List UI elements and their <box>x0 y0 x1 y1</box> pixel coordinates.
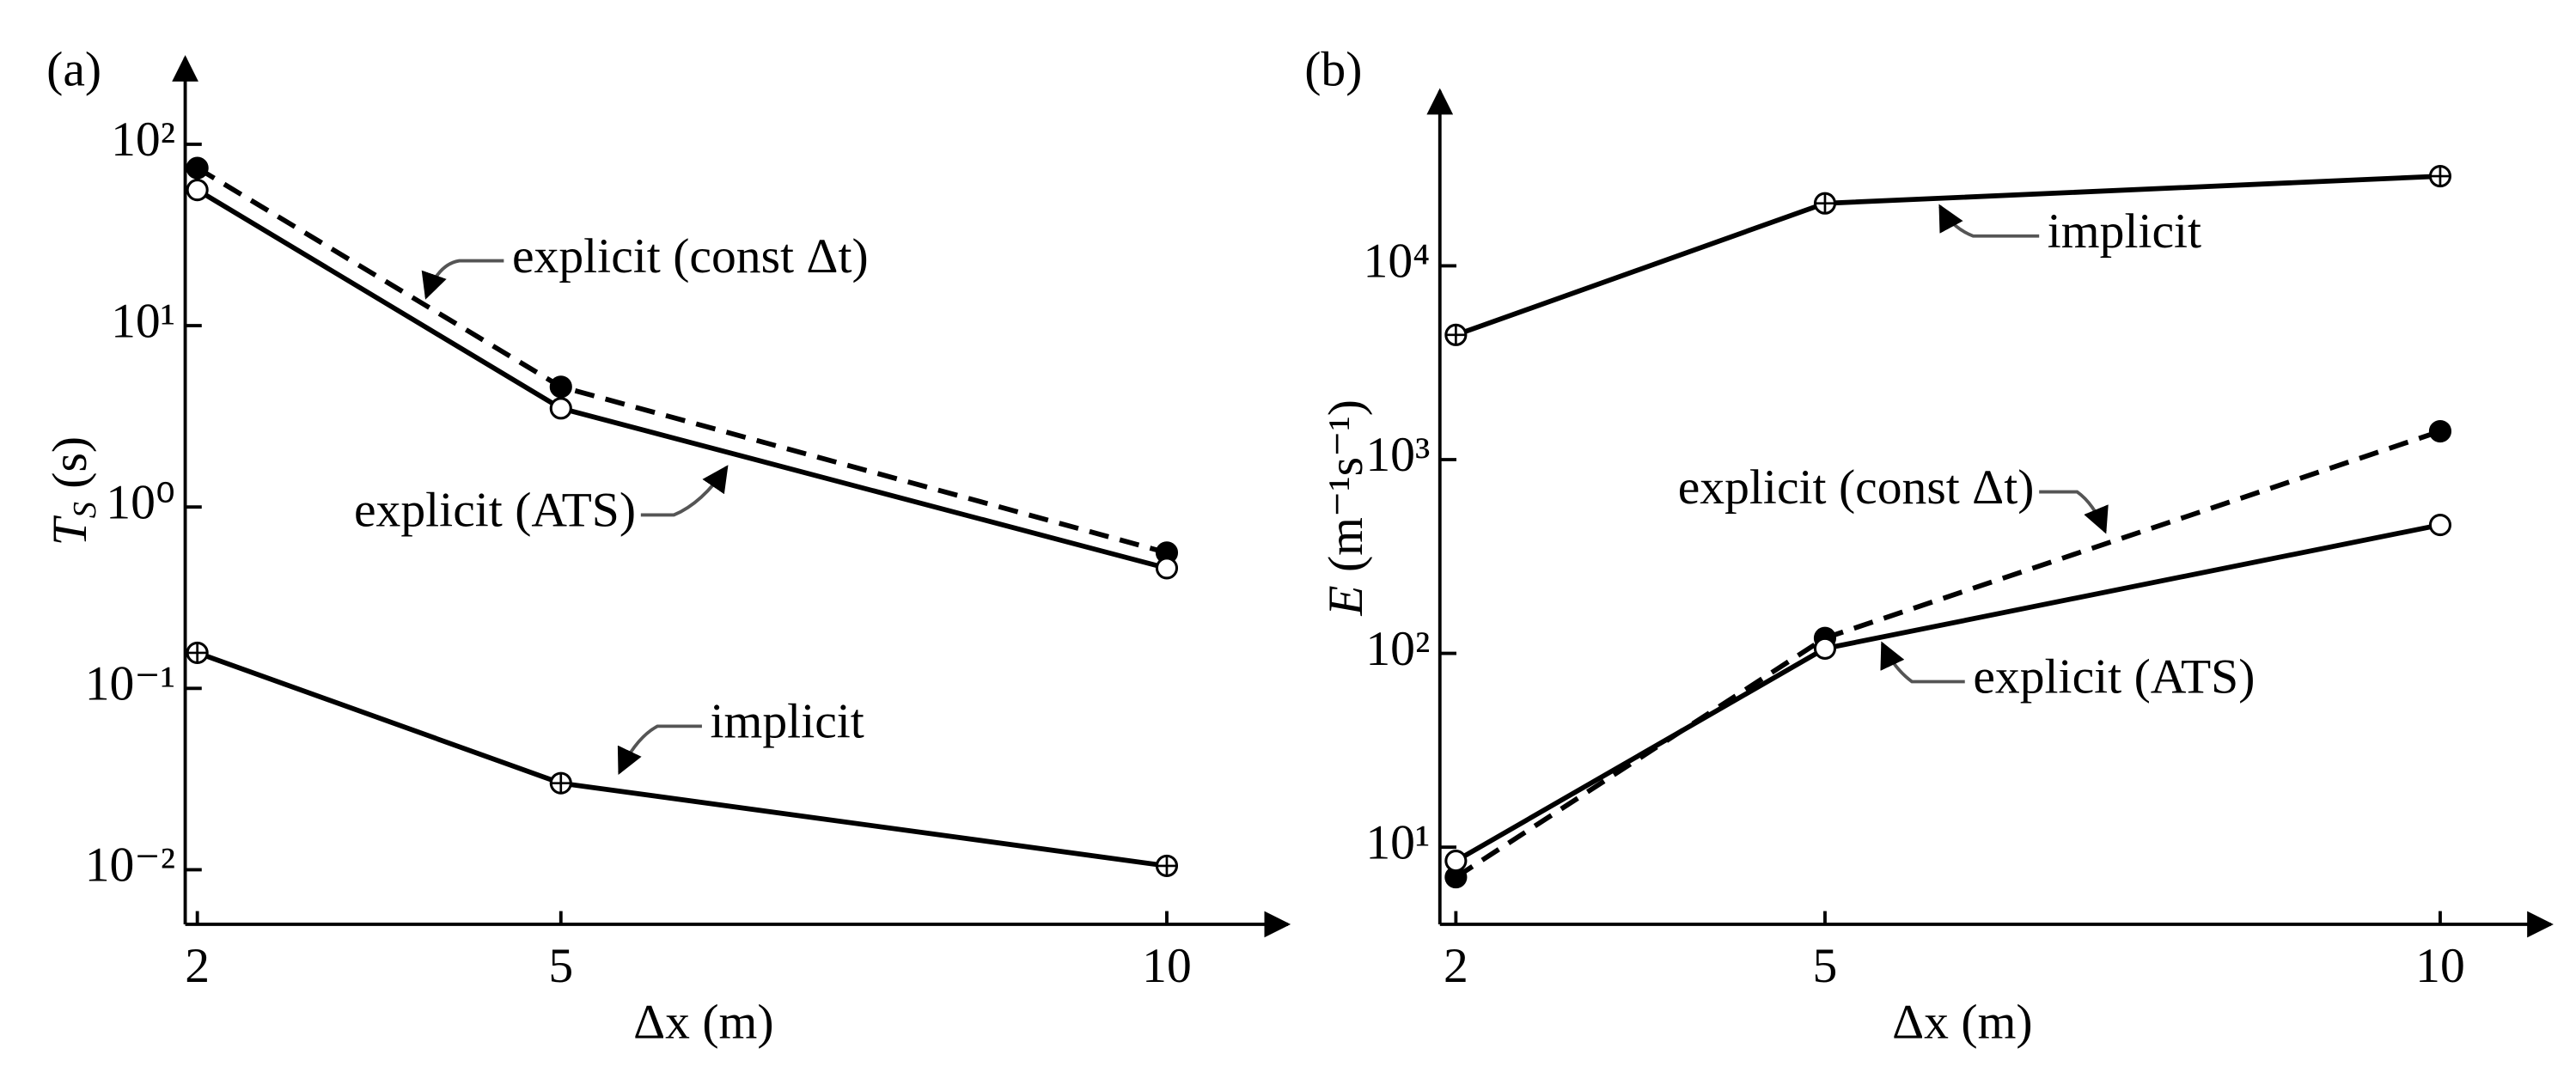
point-marker <box>1155 557 1179 580</box>
panel: (b) 2 5 10 Δx (m) 10¹ 10² 10³ 10⁴ E (m⁻¹s⁻¹) implic… <box>1304 43 2554 1049</box>
series-line <box>196 650 1168 869</box>
x-tick-label: 2 <box>185 939 210 993</box>
marker-circle <box>2428 419 2452 443</box>
y-label-unit: (m⁻¹s⁻¹) <box>1319 399 1373 572</box>
y-tick-label: 10⁴ <box>1364 235 1431 289</box>
x-tick-label: 10 <box>2415 939 2465 993</box>
point-marker <box>2428 165 2452 188</box>
marker-circle <box>186 179 209 202</box>
panel-label: (a) <box>46 43 101 97</box>
y-tick-label: 10³ <box>1365 428 1430 482</box>
y-tick-label: 10² <box>1365 622 1430 676</box>
point-marker <box>549 397 572 420</box>
x-tick-label: 5 <box>548 939 573 993</box>
panel: (a) 2 5 10 Δx (m) 10⁻² 10⁻¹ 10⁰ 10¹ 10² TS (s) expli… <box>43 43 1291 1049</box>
y-tick-label: 10¹ <box>1365 815 1430 869</box>
point-marker <box>549 375 572 399</box>
marker-circle <box>1444 850 1468 873</box>
y-tick-label: 10² <box>111 113 175 167</box>
series-label: explicit (ATS) <box>354 484 636 538</box>
annotation-leader <box>617 724 702 775</box>
series-line <box>1455 174 2441 338</box>
series-line <box>196 166 1168 556</box>
point-marker <box>1813 192 1837 215</box>
point-marker <box>549 771 572 795</box>
y-label-symbol: T <box>43 515 97 546</box>
series-line <box>1454 522 2441 863</box>
y-tick-label: 10¹ <box>111 294 175 348</box>
series-label: implicit <box>2048 204 2201 259</box>
x-axis-label: Δx (m) <box>1892 995 2032 1049</box>
point-marker <box>1813 637 1837 660</box>
point-marker <box>2428 514 2452 537</box>
y-tick-label: 10⁻¹ <box>85 657 175 711</box>
x-tick-label: 5 <box>1813 939 1838 993</box>
marker-circle <box>1813 637 1837 660</box>
y-label-subscript: S <box>67 502 103 518</box>
y-tick-label: 10⁰ <box>106 475 175 529</box>
point-marker <box>186 641 209 664</box>
marker-circle <box>549 397 572 420</box>
x-tick-label: 10 <box>1142 939 1192 993</box>
annotation-leader <box>421 259 504 300</box>
marker-circle <box>1155 557 1179 580</box>
marker-circle <box>186 156 209 180</box>
point-marker <box>1155 854 1179 877</box>
x-tick-label: 2 <box>1444 939 1468 993</box>
annotation-leader <box>1938 204 2040 238</box>
point-marker <box>1444 850 1468 873</box>
point-marker <box>186 156 209 180</box>
series-label: explicit (const Δt) <box>512 229 869 283</box>
annotation-leader <box>640 465 729 517</box>
y-axis-label: E (m⁻¹s⁻¹) <box>1319 399 1373 617</box>
y-label-symbol: E <box>1319 585 1373 616</box>
marker-circle <box>2428 514 2452 537</box>
series-label: implicit <box>711 695 864 749</box>
point-marker <box>186 179 209 202</box>
series-label: explicit (const Δt) <box>1678 460 2035 515</box>
x-axis-label: Δx (m) <box>633 995 773 1049</box>
point-marker <box>1444 323 1468 346</box>
y-tick-label: 10⁻² <box>85 838 175 893</box>
point-marker <box>2428 419 2452 443</box>
annotation-leader <box>2039 490 2109 534</box>
y-label-unit: (s) <box>43 436 97 489</box>
y-axis-label: TS (s) <box>43 436 103 546</box>
panel-label: (b) <box>1304 43 1362 97</box>
marker-circle <box>549 375 572 399</box>
series-label: explicit (ATS) <box>1973 650 2255 704</box>
annotation-leader <box>1880 641 1965 684</box>
